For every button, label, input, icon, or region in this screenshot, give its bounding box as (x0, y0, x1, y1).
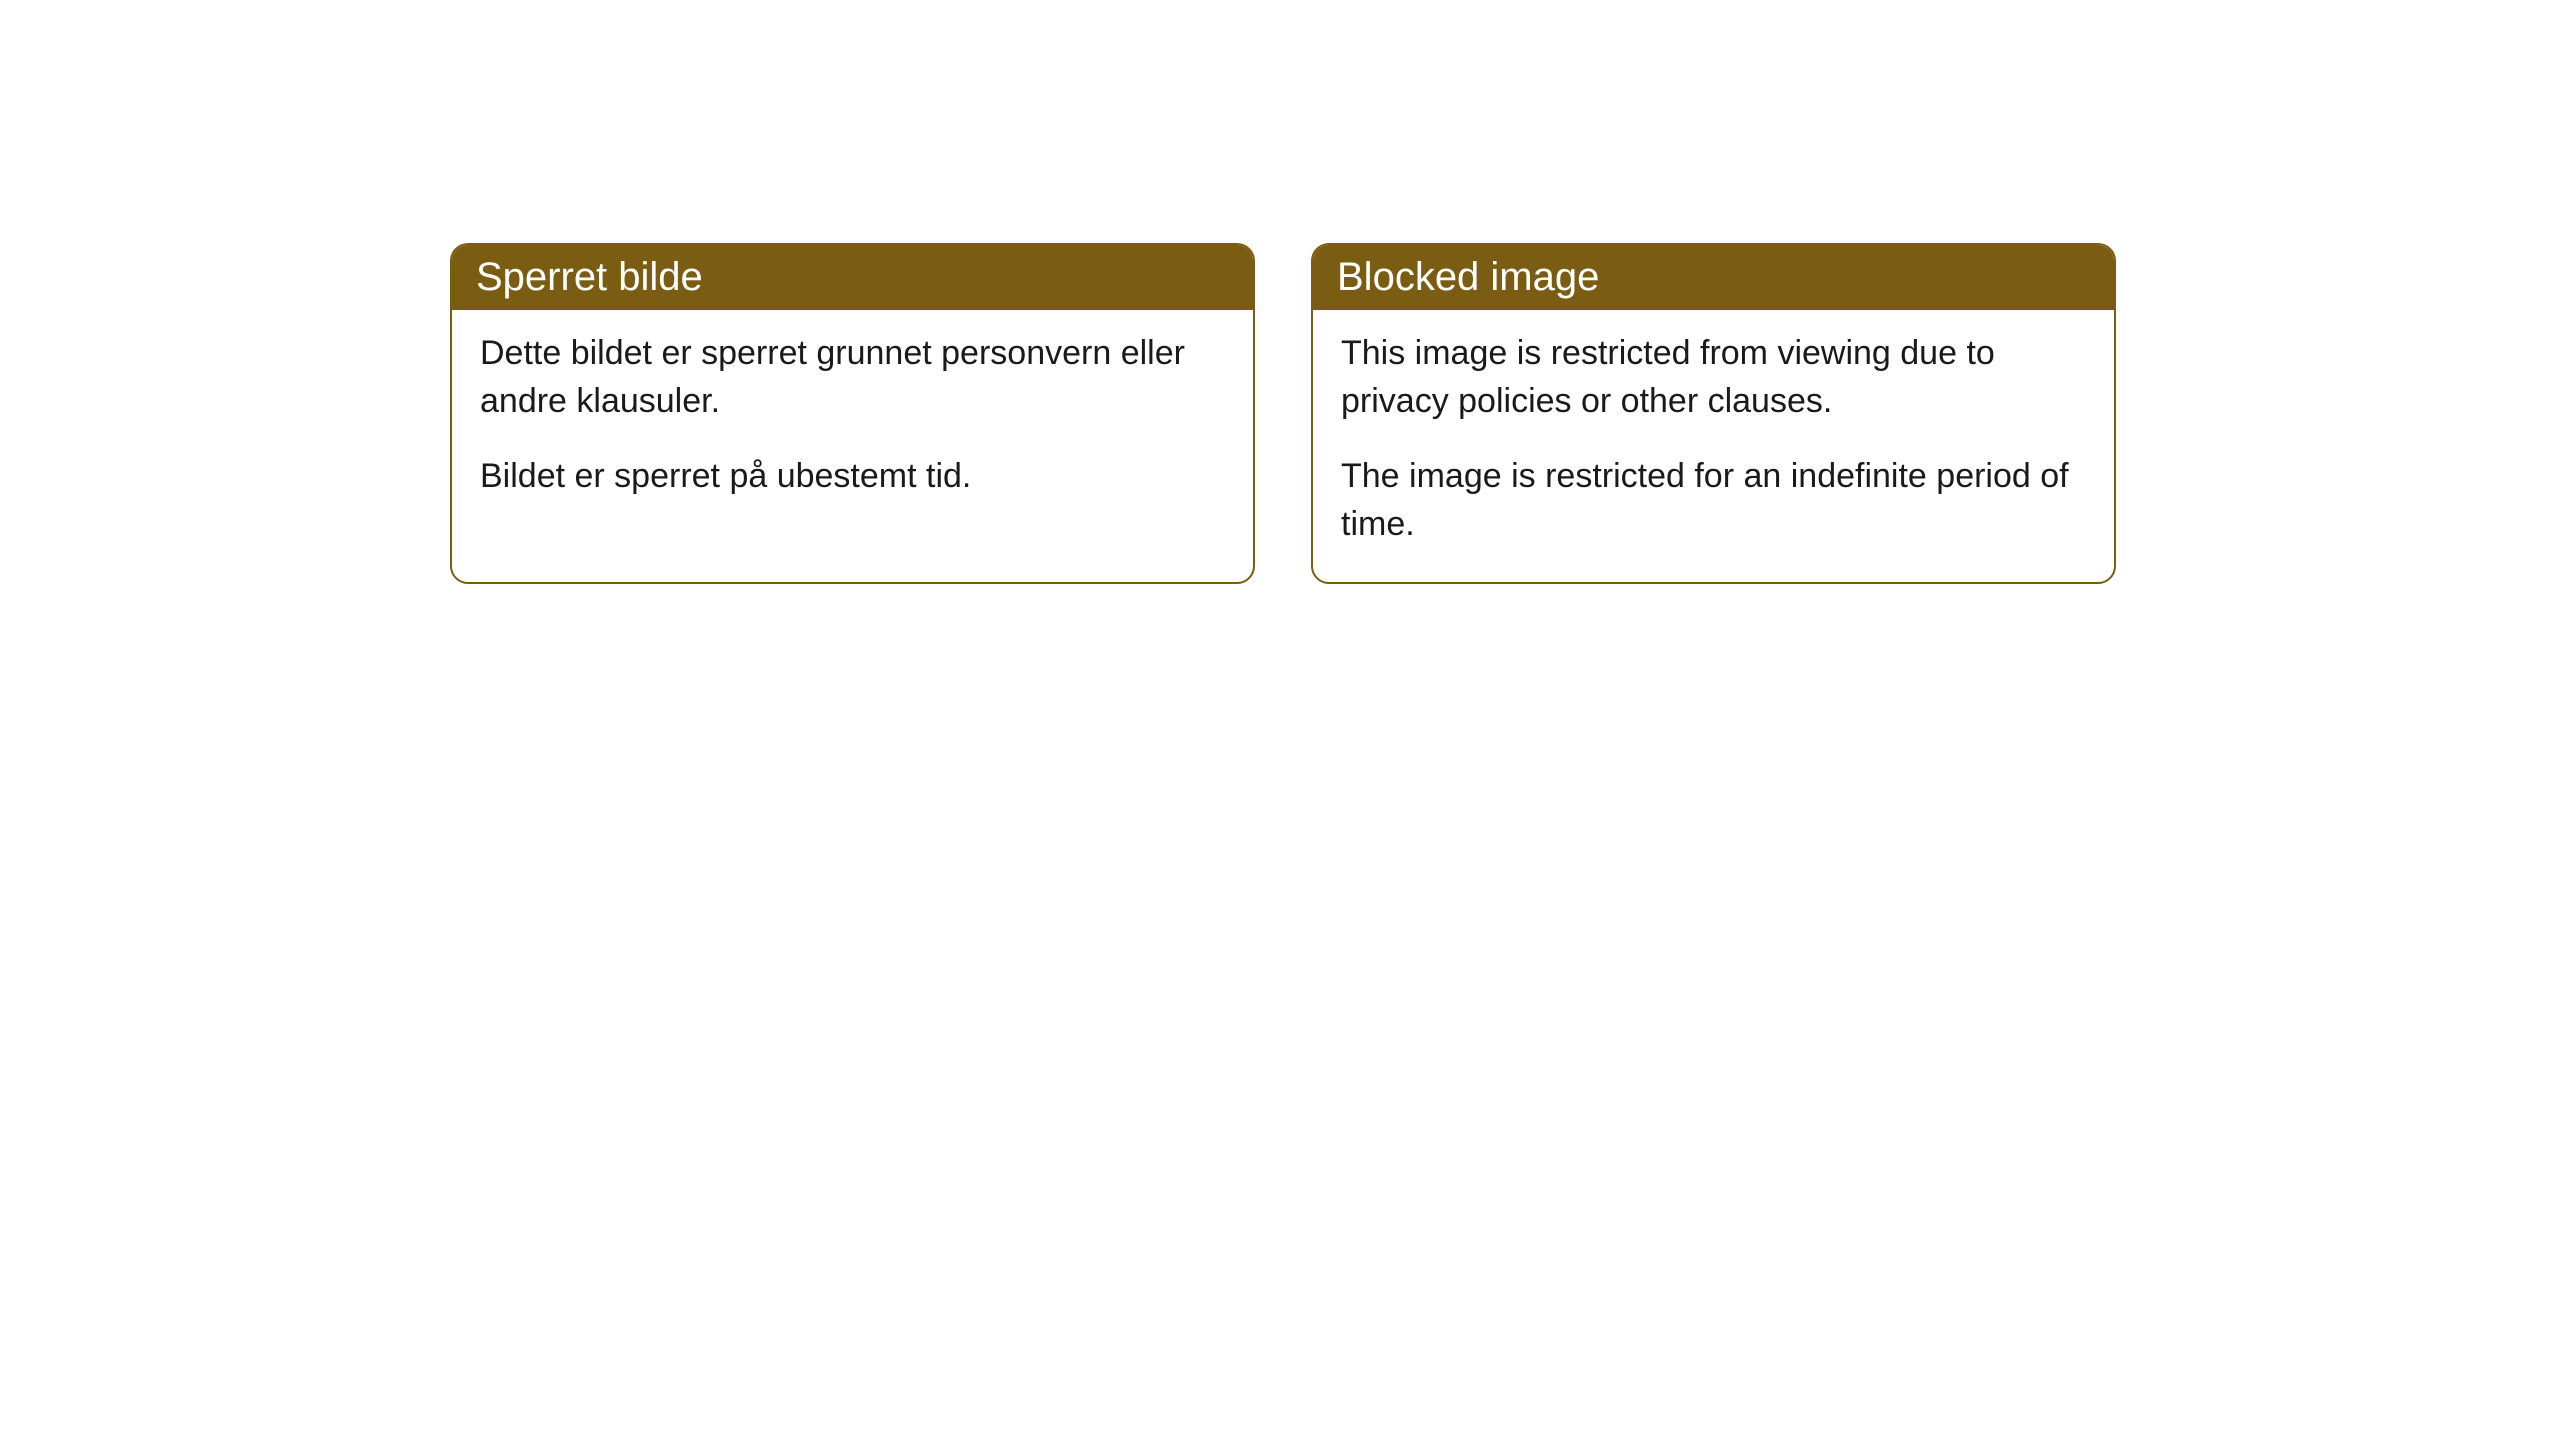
card-body-english: This image is restricted from viewing du… (1313, 310, 2114, 582)
card-title-norwegian: Sperret bilde (476, 255, 703, 299)
cards-container: Sperret bilde Dette bildet er sperret gr… (450, 243, 2116, 584)
card-header-norwegian: Sperret bilde (452, 245, 1253, 310)
card-title-english: Blocked image (1337, 255, 1599, 299)
notice-card-english: Blocked image This image is restricted f… (1311, 243, 2116, 584)
card-paragraph-2-english: The image is restricted for an indefinit… (1341, 453, 2086, 548)
card-paragraph-2-norwegian: Bildet er sperret på ubestemt tid. (480, 453, 1225, 501)
card-paragraph-1-english: This image is restricted from viewing du… (1341, 330, 2086, 425)
card-header-english: Blocked image (1313, 245, 2114, 310)
notice-card-norwegian: Sperret bilde Dette bildet er sperret gr… (450, 243, 1255, 584)
card-paragraph-1-norwegian: Dette bildet er sperret grunnet personve… (480, 330, 1225, 425)
card-body-norwegian: Dette bildet er sperret grunnet personve… (452, 310, 1253, 535)
